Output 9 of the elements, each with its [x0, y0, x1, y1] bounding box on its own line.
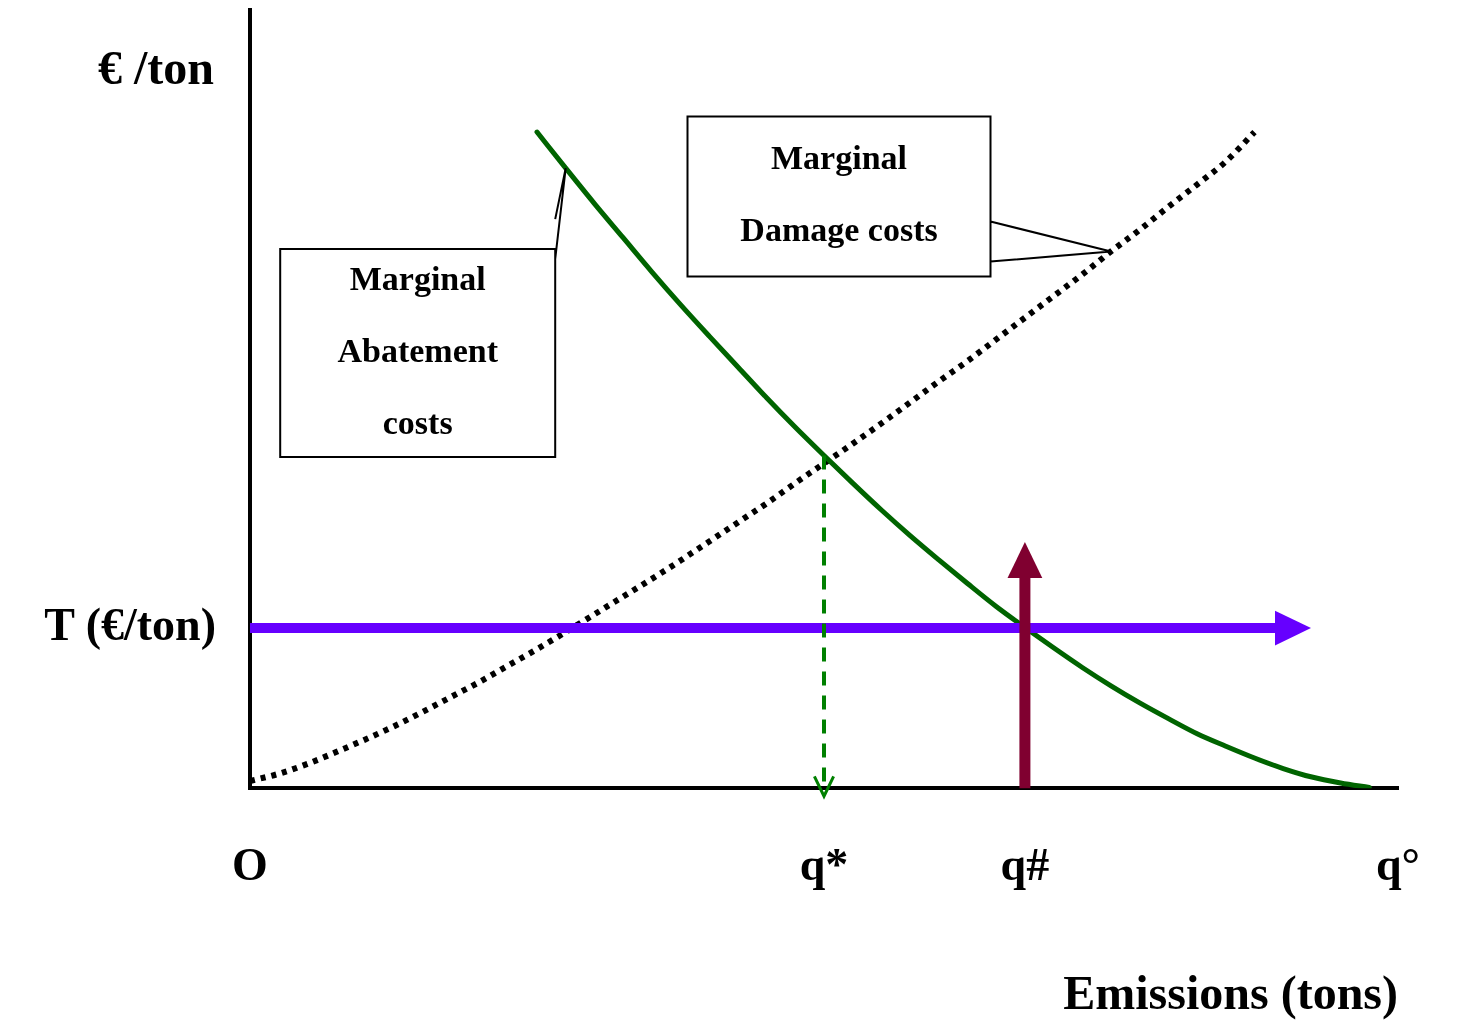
x-axis-title: Emissions (tons) [1063, 965, 1399, 1020]
x-tick-label: q° [1376, 838, 1420, 890]
x-tick-label: q# [1000, 838, 1050, 890]
x-tick-label: q* [799, 838, 849, 890]
y-axis-title: € /ton [97, 41, 214, 95]
ref-line-label: T (€/ton) [44, 598, 216, 650]
annotation: Marginal Damage costs [740, 139, 938, 249]
x-tick-label: O [232, 838, 268, 890]
annotation: Marginal Abatement costs [337, 259, 499, 441]
